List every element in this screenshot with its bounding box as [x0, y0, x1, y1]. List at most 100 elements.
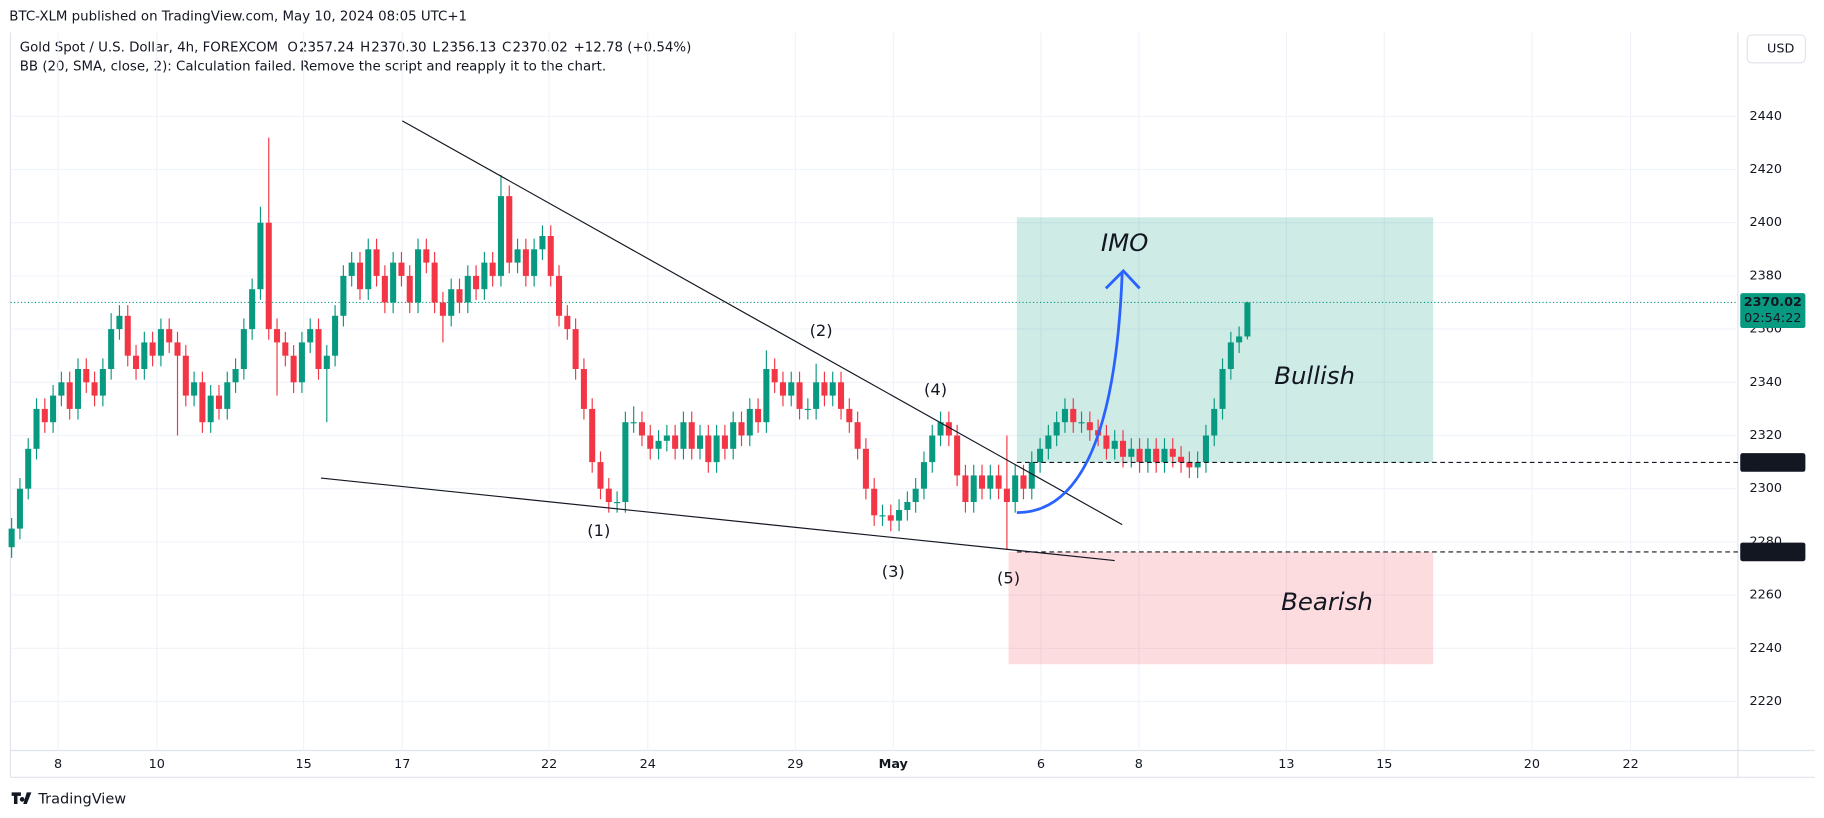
candle-body [622, 422, 629, 503]
candle-body [796, 382, 803, 409]
candle-body [224, 382, 231, 409]
candle-body [1053, 422, 1060, 436]
candle-body [531, 249, 538, 276]
candle-body [647, 435, 654, 449]
candle-body [879, 515, 886, 517]
x-tick-label: 22 [1622, 757, 1638, 772]
arrow-head [1104, 268, 1141, 290]
candle-body [1211, 408, 1218, 436]
x-tick-label: 8 [54, 757, 62, 772]
candle-body [871, 488, 878, 516]
y-tick-label: 2380 [1750, 268, 1783, 283]
candle-body [837, 382, 845, 409]
candle-body [1028, 462, 1035, 489]
ohlc-value: 2356.13 [441, 41, 496, 56]
candle-body [755, 408, 762, 423]
candle-body [1061, 408, 1068, 423]
y-tick-label: 2220 [1750, 694, 1783, 709]
candle-body [1037, 448, 1044, 463]
candle-body [149, 342, 156, 356]
candle-body [788, 382, 795, 396]
candle-body [315, 329, 322, 370]
candle-body [920, 462, 927, 489]
level-label: 2309.87 [1744, 455, 1802, 470]
arrow-curve [1016, 273, 1124, 515]
y-tick-label: 2300 [1750, 481, 1783, 496]
last-price-tag [1740, 293, 1806, 329]
candle-body [74, 369, 82, 409]
candle-body [547, 236, 554, 276]
candle-body [954, 435, 961, 476]
candle-body [265, 222, 272, 330]
y-tick-label: 2340 [1750, 375, 1783, 390]
candle-body [1161, 448, 1168, 463]
candle-body [431, 262, 438, 303]
currency-button[interactable] [1746, 34, 1806, 64]
candle-body [448, 289, 455, 316]
y-tick-label: 2420 [1750, 162, 1783, 177]
level-label: 2276.23 [1744, 544, 1802, 559]
candle-body [1078, 422, 1085, 424]
level-tag [1740, 453, 1806, 472]
candle-body [713, 435, 720, 463]
candle-body [779, 382, 786, 396]
candle-body [995, 475, 1002, 489]
candle-body [133, 355, 140, 370]
candle-body [605, 488, 612, 503]
arrow-label: IMO [1101, 228, 1148, 257]
candle-body [232, 369, 239, 383]
x-tick-label: 13 [1278, 757, 1294, 772]
candle-body [638, 422, 645, 436]
candle-body [174, 342, 181, 356]
x-tick-label: 10 [149, 757, 165, 772]
candle-body [257, 222, 264, 290]
candle-body [580, 369, 587, 409]
y-tick-label: 2240 [1750, 641, 1783, 656]
candle-body [663, 435, 670, 441]
candle-body [1144, 448, 1151, 463]
candle-body [1236, 336, 1243, 343]
candle-body [473, 275, 480, 290]
candle-body [390, 262, 397, 303]
zone-box [1008, 551, 1434, 665]
candle-body [862, 448, 869, 489]
candle-body [614, 502, 621, 504]
candle-body [1219, 369, 1226, 409]
candle-body [307, 329, 314, 343]
x-tick-label: 24 [640, 757, 656, 772]
candle-body [539, 236, 546, 250]
candle-body [1012, 475, 1019, 503]
candle-body [1111, 440, 1118, 449]
candle-body [771, 369, 778, 383]
candle-body [514, 249, 521, 263]
candle-body [1045, 435, 1052, 449]
ohlc-key: O [287, 41, 298, 56]
candle-body [746, 408, 753, 436]
candle-body [1178, 456, 1185, 463]
wave-label: (1) [587, 521, 610, 540]
candle-body [846, 408, 853, 423]
x-tick-label: 22 [541, 757, 557, 772]
candle-body [721, 435, 728, 449]
candle-body [298, 342, 305, 383]
candle-body [274, 329, 281, 343]
countdown-label: 02:54:22 [1744, 311, 1801, 326]
wave-label: (5) [997, 569, 1020, 588]
candle-body [804, 408, 811, 411]
candle-body [423, 249, 430, 263]
level-tag [1740, 542, 1806, 562]
candle-body [340, 275, 347, 316]
indicator-note: BB (20, SMA, close, 2): Calculation fail… [20, 59, 606, 74]
currency-label: USD [1767, 41, 1794, 56]
candle-body [705, 435, 712, 463]
candle-body [497, 196, 504, 276]
candle-body [1202, 435, 1209, 463]
zone-box [1016, 217, 1434, 463]
candle-body [41, 408, 48, 423]
symbol-title: Gold Spot / U.S. Dollar, 4h, FOREXCOM [20, 41, 278, 56]
x-tick-label: 8 [1135, 757, 1143, 772]
y-tick-label: 2400 [1750, 215, 1783, 230]
candle-body [630, 422, 637, 424]
x-tick-label: 15 [295, 757, 311, 772]
